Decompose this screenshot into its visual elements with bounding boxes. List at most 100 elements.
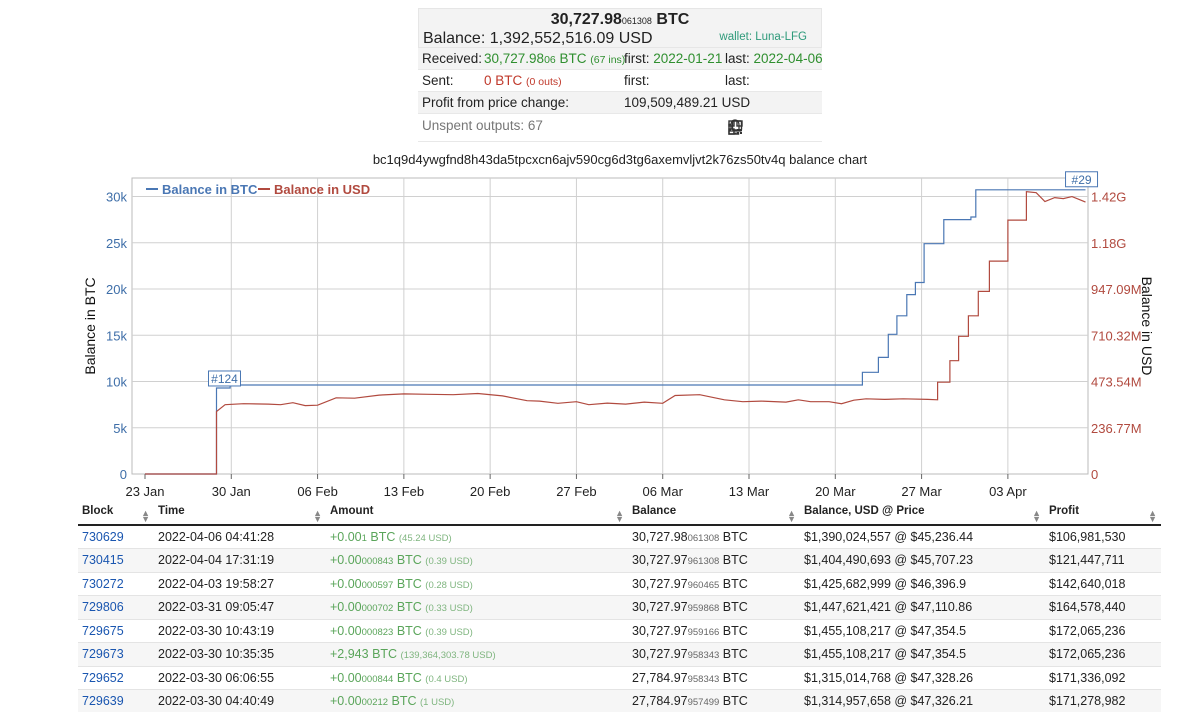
tx-balance: 27,784.97957499 BTC bbox=[628, 689, 800, 712]
x-tick-label: 06 Feb bbox=[297, 484, 337, 499]
tx-profit: $142,640,018 bbox=[1045, 572, 1161, 596]
y-left-axis-title: Balance in BTC bbox=[82, 277, 98, 374]
sort-icon[interactable]: ▲ ▼ bbox=[1032, 508, 1041, 524]
y-left-tick-label: 30k bbox=[106, 190, 127, 205]
chart-annotations: #124 #29 bbox=[207, 171, 1099, 387]
tx-balance-usd: $1,447,621,421 @ $47,110.86 bbox=[800, 595, 1045, 620]
block-link[interactable]: 729806 bbox=[78, 595, 154, 620]
block-link[interactable]: 729639 bbox=[78, 689, 154, 712]
btc-balance: 30,727.98061308 BTC bbox=[419, 11, 821, 29]
column-header-balance-usd[interactable]: Balance, USD @ Price ▲ ▼ bbox=[800, 503, 1045, 526]
sent-amount: 0 BTC (0 outs) bbox=[484, 73, 562, 88]
sort-icon[interactable]: ▲ ▼ bbox=[313, 508, 322, 524]
profit-value: 109,509,489.21 USD bbox=[624, 95, 751, 110]
tx-time: 2022-04-04 17:31:19 bbox=[154, 548, 326, 573]
balance-value: 1,392,552,516.09 USD bbox=[489, 30, 653, 47]
block-link[interactable]: 730272 bbox=[78, 572, 154, 596]
tx-amount: +0.00000843 BTC (0.39 USD) bbox=[326, 548, 628, 573]
block-link[interactable]: 730629 bbox=[78, 525, 154, 549]
sent-first-label: first: bbox=[624, 73, 650, 88]
table-row: 729806 2022-03-31 09:05:47 +0.00000702 BTC… bbox=[78, 595, 1161, 620]
y-left-tick-label: 20k bbox=[106, 282, 127, 297]
sort-icon[interactable]: ▲ ▼ bbox=[787, 508, 796, 524]
tx-balance-usd: $1,404,490,693 @ $45,707.23 bbox=[800, 548, 1045, 573]
tx-time: 2022-03-30 04:40:49 bbox=[154, 689, 326, 712]
balance-chart: 23 Jan 30 Jan 06 Feb 13 Feb 20 Feb 27 Feb 06 M… bbox=[82, 171, 1155, 500]
tx-amount: +0.0000212 BTC (1 USD) bbox=[326, 689, 628, 712]
tx-time: 2022-04-03 19:58:27 bbox=[154, 572, 326, 596]
annotation-29: #29 bbox=[1072, 173, 1092, 187]
tx-balance-usd: $1,425,682,999 @ $46,396.9 bbox=[800, 572, 1045, 596]
x-tick-label: 27 Feb bbox=[556, 484, 596, 499]
table-row: 729673 2022-03-30 10:35:35 +2,943 BTC (139… bbox=[78, 642, 1161, 667]
column-header-time[interactable]: Time ▲ ▼ bbox=[154, 503, 326, 526]
copy-icon[interactable] bbox=[728, 118, 743, 142]
tx-balance: 30,727.97958343 BTC bbox=[628, 642, 800, 667]
sort-icon[interactable]: ▲ ▼ bbox=[615, 508, 624, 524]
wallet-link[interactable]: wallet: Luna-LFG bbox=[719, 31, 807, 43]
y-left-tick-label: 15k bbox=[106, 328, 127, 343]
x-tick-label: 27 Mar bbox=[901, 484, 942, 499]
column-header-block[interactable]: Block ▲ ▼ bbox=[78, 503, 154, 526]
tx-amount: +0.00000844 BTC (0.4 USD) bbox=[326, 666, 628, 690]
tx-balance: 30,727.97959868 BTC bbox=[628, 595, 800, 620]
received-label: Received: bbox=[422, 51, 483, 66]
tx-balance-usd: $1,390,024,557 @ $45,236.44 bbox=[800, 525, 1045, 549]
annotation-29-box bbox=[1065, 171, 1099, 188]
tx-amount: +0.00000597 BTC (0.28 USD) bbox=[326, 572, 628, 596]
tx-amount: +0.001 BTC (45.24 USD) bbox=[326, 525, 628, 549]
usd-balance-line bbox=[145, 191, 1086, 475]
tx-time: 2022-03-30 06:06:55 bbox=[154, 666, 326, 690]
tx-balance: 30,727.98061308 BTC bbox=[628, 525, 800, 549]
sort-icon[interactable]: ▲ ▼ bbox=[141, 508, 150, 524]
tx-balance: 30,727.97961308 BTC bbox=[628, 548, 800, 573]
tx-profit: $164,578,440 bbox=[1045, 595, 1161, 620]
sent-last-label: last: bbox=[725, 73, 750, 88]
chart-lines bbox=[145, 189, 1086, 475]
x-tick-label: 20 Feb bbox=[470, 484, 510, 499]
y-right-tick-label: 710.32M bbox=[1091, 328, 1142, 343]
table-row: 730629 2022-04-06 04:41:28 +0.001 BTC (45.… bbox=[78, 525, 1161, 549]
received-first: first: 2022-01-21 bbox=[624, 51, 723, 66]
tx-time: 2022-03-30 10:43:19 bbox=[154, 619, 326, 643]
chart-grid bbox=[131, 177, 1089, 475]
y-left-tick-label: 0 bbox=[120, 467, 127, 482]
btc-balance-small: 061308 bbox=[621, 16, 652, 26]
chart-axes: 23 Jan 30 Jan 06 Feb 13 Feb 20 Feb 27 Feb 06 M… bbox=[82, 190, 1155, 500]
x-tick-label: 20 Mar bbox=[815, 484, 856, 499]
block-link[interactable]: 729675 bbox=[78, 619, 154, 643]
tx-profit: $171,336,092 bbox=[1045, 666, 1161, 690]
btc-balance-main: 30,727.98 bbox=[550, 11, 622, 28]
tx-amount: +2,943 BTC (139,364,303.78 USD) bbox=[326, 642, 628, 667]
table-row: 730272 2022-04-03 19:58:27 +0.00000597 BTC… bbox=[78, 572, 1161, 596]
column-header-amount[interactable]: Amount ▲ ▼ bbox=[326, 503, 628, 526]
tx-balance-usd: $1,315,014,768 @ $47,328.26 bbox=[800, 666, 1045, 690]
block-link[interactable]: 729673 bbox=[78, 642, 154, 667]
table-row: 730415 2022-04-04 17:31:19 +0.00000843 BTC… bbox=[78, 548, 1161, 573]
block-link[interactable]: 729652 bbox=[78, 666, 154, 690]
column-header-profit[interactable]: Profit ▲ ▼ bbox=[1045, 503, 1161, 526]
column-header-balance[interactable]: Balance ▲ ▼ bbox=[628, 503, 800, 526]
chart-legend: Balance in BTC Balance in USD bbox=[146, 182, 370, 197]
tx-time: 2022-03-31 09:05:47 bbox=[154, 595, 326, 620]
sort-icon[interactable]: ▲ ▼ bbox=[1148, 508, 1157, 524]
btc-unit: BTC bbox=[656, 11, 690, 28]
sent-label: Sent: bbox=[422, 73, 454, 88]
tx-time: 2022-04-06 04:41:28 bbox=[154, 525, 326, 549]
x-tick-label: 03 Apr bbox=[989, 484, 1027, 499]
block-link[interactable]: 730415 bbox=[78, 548, 154, 573]
chart-title: bc1q9d4ywgfnd8h43da5tpcxcn6ajv590cg6d3tg… bbox=[372, 152, 868, 167]
tx-balance: 27,784.97958343 BTC bbox=[628, 666, 800, 690]
unspent-outputs: Unspent outputs: 67 bbox=[422, 118, 543, 133]
x-tick-label: 23 Jan bbox=[125, 484, 164, 499]
address-summary: 30,727.98061308 BTC Balance: 1,392,552,5… bbox=[418, 8, 823, 142]
btc-balance-line bbox=[145, 189, 1086, 475]
received-last: last: 2022-04-06 bbox=[725, 51, 823, 66]
tx-amount: +0.00000702 BTC (0.33 USD) bbox=[326, 595, 628, 620]
legend-usd-label: Balance in USD bbox=[274, 182, 370, 197]
table-header-row: Block ▲ ▼ Time ▲ ▼ Amount ▲ ▼ Balance ▲ ▼ Balance, U… bbox=[78, 503, 1161, 526]
tx-balance: 30,727.97959166 BTC bbox=[628, 619, 800, 643]
summary-header: 30,727.98061308 BTC Balance: 1,392,552,5… bbox=[418, 8, 822, 48]
y-right-tick-label: 947.09M bbox=[1091, 282, 1142, 297]
received-row: Received: 30,727.9806 BTC (67 ins) first… bbox=[418, 48, 823, 70]
